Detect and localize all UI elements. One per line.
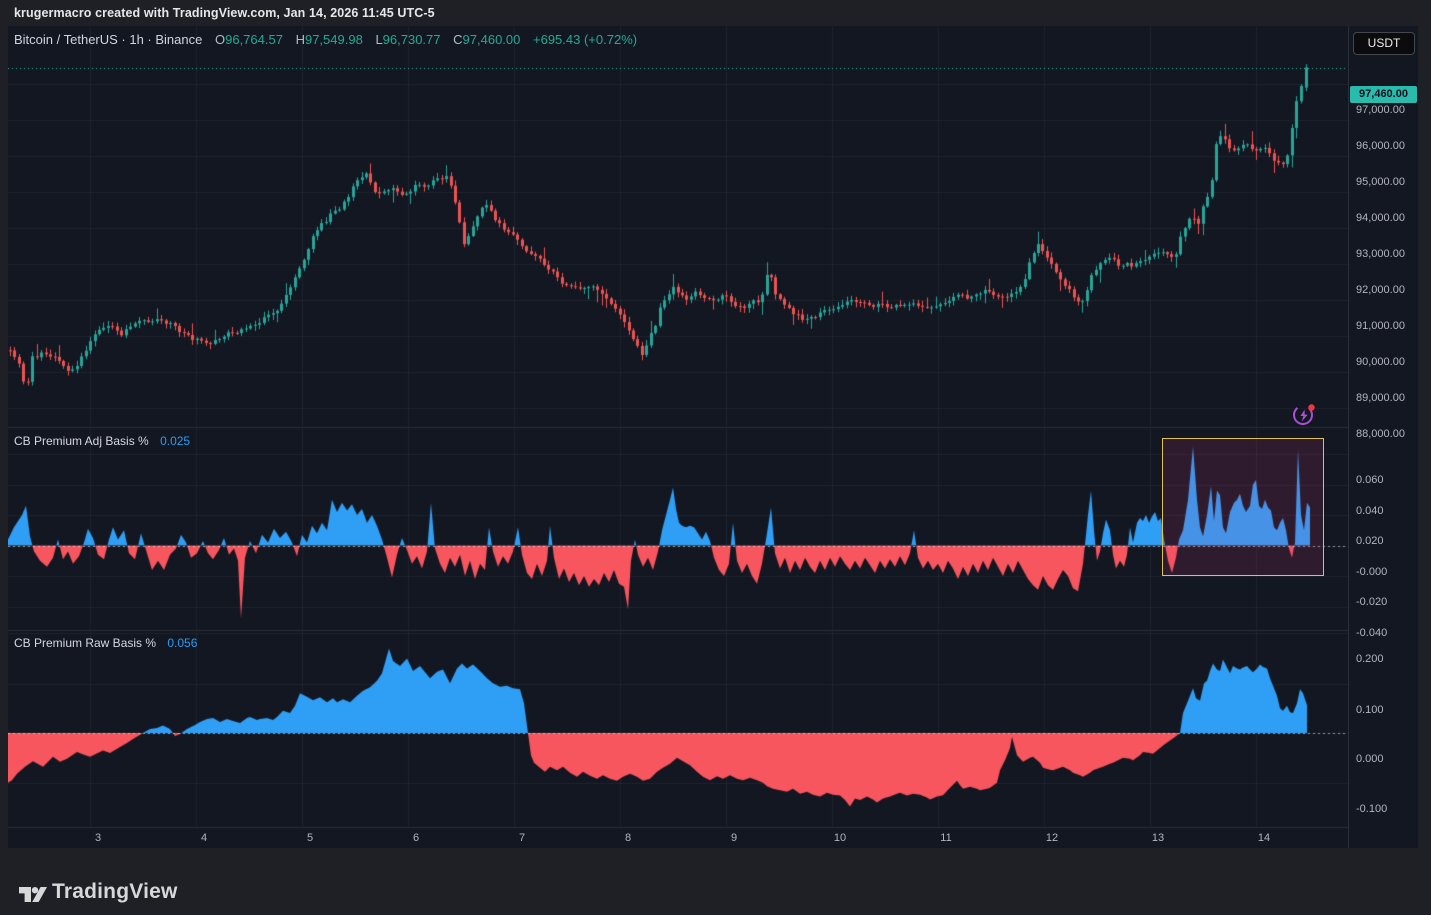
lightning-icon[interactable] — [1291, 401, 1317, 427]
adj-basis-value: 0.025 — [160, 434, 191, 448]
day-label: 11 — [940, 832, 952, 844]
raw-tick: 0.000 — [1356, 753, 1384, 765]
day-label: 9 — [730, 832, 738, 844]
high-value: 97,549.98 — [304, 32, 363, 47]
raw-tick: 0.200 — [1356, 653, 1384, 665]
high-label: H — [295, 32, 305, 47]
last-price-badge: 97,460.00 — [1350, 86, 1417, 103]
day-label: 5 — [306, 832, 314, 844]
adj-tick: 0.020 — [1356, 535, 1384, 547]
price-tick: 90,000.00 — [1356, 356, 1405, 368]
adj-basis-title[interactable]: CB Premium Adj Basis % — [14, 434, 149, 448]
raw-basis-value: 0.056 — [167, 636, 198, 650]
chart-canvas[interactable] — [8, 26, 1348, 848]
raw-tick: -0.100 — [1356, 803, 1388, 815]
day-label: 3 — [94, 832, 102, 844]
raw-tick: 0.100 — [1356, 704, 1384, 716]
time-axis[interactable]: 3 4 5 6 7 8 9 10 11 12 13 14 — [8, 827, 1348, 848]
low-value: 96,730.77 — [382, 32, 441, 47]
footer-bar: TradingView — [0, 874, 1431, 915]
day-label: 12 — [1045, 832, 1059, 844]
open-label: O — [214, 32, 226, 47]
price-axis[interactable]: USDT 97,460.00 97,000.00 96,000.00 95,000.… — [1348, 26, 1418, 848]
price-tick: 94,000.00 — [1356, 212, 1405, 224]
day-label: 7 — [518, 832, 526, 844]
symbol-legend[interactable]: Bitcoin / TetherUS · 1h · Binance O96,76… — [14, 32, 637, 47]
price-tick: 93,000.00 — [1356, 248, 1405, 260]
raw-basis-legend[interactable]: CB Premium Raw Basis % 0.056 — [14, 636, 197, 650]
day-label: 14 — [1257, 832, 1271, 844]
currency-button[interactable]: USDT — [1353, 32, 1415, 55]
day-label: 10 — [833, 832, 847, 844]
adj-tick: -0.000 — [1356, 566, 1388, 578]
raw-basis-title[interactable]: CB Premium Raw Basis % — [14, 636, 157, 650]
close-label: C — [453, 32, 463, 47]
adj-tick: 0.060 — [1356, 474, 1384, 486]
day-label: 6 — [412, 832, 420, 844]
highlight-box-drawing[interactable] — [1162, 438, 1324, 576]
change-value: +695.43 (+0.72%) — [533, 32, 638, 47]
tradingview-logo-text: TradingView — [52, 880, 178, 903]
low-label: L — [375, 32, 383, 47]
price-tick: 88,000.00 — [1356, 428, 1405, 440]
price-tick: 92,000.00 — [1356, 284, 1405, 296]
close-value: 97,460.00 — [462, 32, 521, 47]
attribution-text: krugermacro created with TradingView.com… — [14, 6, 435, 20]
price-tick: 89,000.00 — [1356, 392, 1405, 404]
price-tick: 91,000.00 — [1356, 320, 1405, 332]
chart-area: Bitcoin / TetherUS · 1h · Binance O96,76… — [8, 26, 1418, 848]
price-tick: 96,000.00 — [1356, 140, 1405, 152]
adj-tick: -0.040 — [1356, 627, 1388, 639]
day-label: 8 — [624, 832, 632, 844]
day-label: 13 — [1151, 832, 1165, 844]
symbol-title[interactable]: Bitcoin / TetherUS · 1h · Binance — [14, 32, 203, 47]
adj-basis-legend[interactable]: CB Premium Adj Basis % 0.025 — [14, 434, 190, 448]
day-label: 4 — [200, 832, 208, 844]
price-tick: 95,000.00 — [1356, 176, 1405, 188]
price-tick: 97,000.00 — [1356, 104, 1405, 116]
adj-tick: 0.040 — [1356, 505, 1384, 517]
tradingview-logo-icon — [19, 887, 47, 902]
open-value: 96,764.57 — [225, 32, 283, 47]
adj-tick: -0.020 — [1356, 596, 1388, 608]
